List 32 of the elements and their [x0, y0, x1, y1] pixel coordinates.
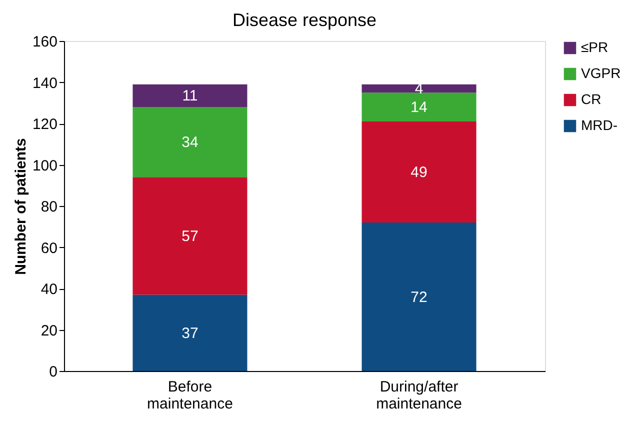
x-tick-label: During/after maintenance [376, 378, 462, 412]
data-label: 11 [182, 88, 198, 105]
y-tick-label: 60 [40, 240, 58, 257]
legend-label: MRD- [581, 117, 618, 133]
data-label: 57 [182, 228, 198, 245]
x-tick-label: Before maintenance [147, 378, 233, 412]
bar [132, 177, 248, 295]
data-label: 49 [410, 164, 428, 181]
y-tick-label: 20 [40, 322, 58, 340]
y-tick-label: 0 [49, 364, 58, 380]
y-tick-label: 80 [40, 198, 58, 216]
data-label: 37 [182, 324, 198, 342]
chart-title: Disease response [232, 10, 377, 30]
data-label: 72 [410, 288, 428, 306]
bar [132, 107, 248, 178]
legend-label: VGPR [581, 65, 621, 81]
y-tick-label: 40 [40, 281, 58, 298]
y-tick-label: 120 [32, 116, 58, 133]
bar [132, 84, 248, 107]
y-tick-label: 160 [32, 34, 58, 50]
bar [132, 294, 248, 371]
bar [362, 121, 476, 222]
legend-label: ≤PR [581, 39, 608, 55]
y-tick-label: 140 [32, 74, 58, 92]
bar [362, 222, 476, 371]
bar [362, 92, 476, 122]
data-label: 34 [182, 134, 198, 152]
legend-label: CR [581, 91, 602, 107]
data-label: 14 [410, 99, 428, 116]
y-tick-label: 100 [32, 157, 58, 174]
bar [362, 84, 476, 93]
y-axis-title: Number of patients [12, 138, 30, 275]
